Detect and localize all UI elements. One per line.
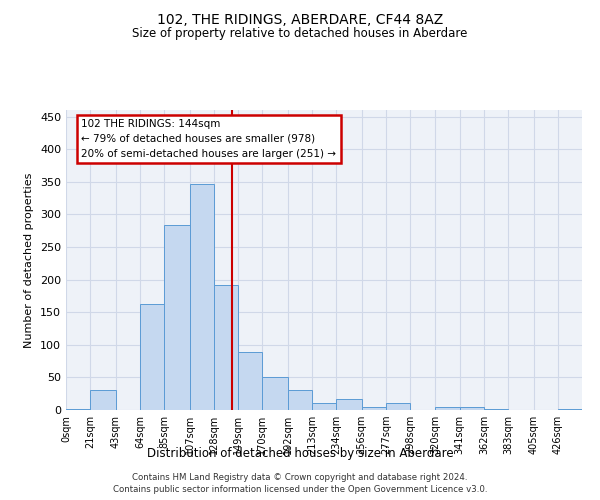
Text: Distribution of detached houses by size in Aberdare: Distribution of detached houses by size … (146, 448, 454, 460)
Bar (386, 404, 410, 410)
Bar (140, 304, 164, 410)
Text: Contains HM Land Registry data © Crown copyright and database right 2024.: Contains HM Land Registry data © Crown c… (132, 472, 468, 482)
Text: Size of property relative to detached houses in Aberdare: Size of property relative to detached ho… (133, 28, 467, 40)
Text: Contains public sector information licensed under the Open Government Licence v3: Contains public sector information licen… (113, 485, 487, 494)
Bar (484, 408, 508, 410)
Bar (190, 184, 214, 410)
Bar (287, 390, 312, 410)
Bar (312, 403, 336, 410)
Bar (238, 352, 262, 410)
Bar (214, 286, 238, 410)
Bar (66, 408, 90, 410)
Text: 102, THE RIDINGS, ABERDARE, CF44 8AZ: 102, THE RIDINGS, ABERDARE, CF44 8AZ (157, 12, 443, 26)
Text: 102 THE RIDINGS: 144sqm
← 79% of detached houses are smaller (978)
20% of semi-d: 102 THE RIDINGS: 144sqm ← 79% of detache… (82, 119, 337, 158)
Bar (558, 408, 582, 410)
Bar (262, 378, 287, 410)
Bar (336, 399, 362, 410)
Y-axis label: Number of detached properties: Number of detached properties (25, 172, 34, 348)
Bar (436, 408, 460, 410)
Bar (90, 390, 116, 410)
Bar (460, 406, 484, 410)
Bar (362, 406, 386, 410)
Bar (164, 226, 190, 410)
